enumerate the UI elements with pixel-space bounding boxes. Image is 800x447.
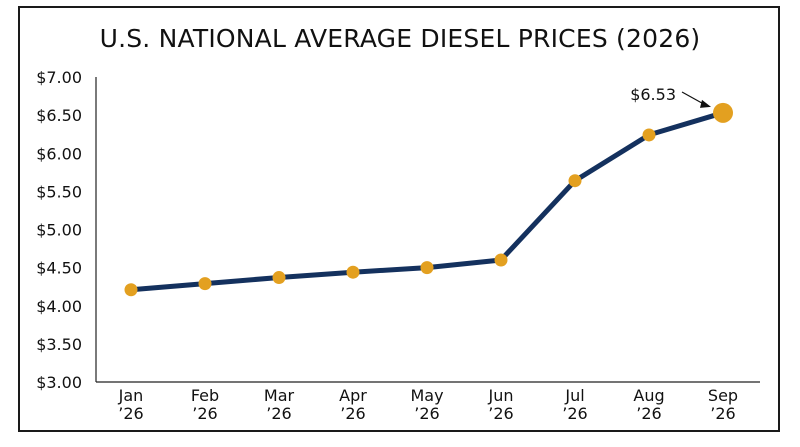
data-point bbox=[272, 271, 286, 285]
annotation-arrowhead bbox=[700, 99, 711, 108]
data-point bbox=[346, 265, 360, 279]
x-axis-ticks: Jan ’26 Feb ’26 Mar ’26 Apr ’26 May ’26 Jun ’26 Jul’… bbox=[118, 386, 738, 423]
x-tick-label: May ’26 bbox=[410, 386, 443, 423]
x-tick-label: Aug ’26 bbox=[633, 386, 664, 423]
series-layer bbox=[124, 102, 733, 297]
x-tick-label: Jul ’26 bbox=[562, 386, 587, 423]
y-tick-label: $4.00 bbox=[36, 297, 82, 316]
chart-axes bbox=[95, 77, 760, 383]
y-tick-label: $6.00 bbox=[36, 144, 82, 163]
y-tick-label: $3.50 bbox=[36, 335, 82, 354]
x-tick-label: Jan ’26 bbox=[118, 386, 144, 423]
annotation-label: $6.53 bbox=[630, 85, 676, 104]
x-tick-label: Mar ’26 bbox=[264, 386, 295, 423]
data-point bbox=[568, 174, 582, 188]
data-point-highlight bbox=[713, 102, 733, 123]
x-tick-label: Apr ’26 bbox=[339, 386, 367, 423]
x-tick-label: Sep ’26 bbox=[708, 386, 738, 423]
x-tick-label: Feb ’26 bbox=[191, 386, 219, 423]
data-point bbox=[420, 261, 434, 275]
y-tick-label: $5.50 bbox=[36, 182, 82, 201]
data-point bbox=[494, 253, 508, 267]
y-tick-label: $5.00 bbox=[36, 221, 82, 240]
x-tick-label: Jun ’26 bbox=[488, 386, 514, 423]
data-point bbox=[642, 128, 656, 142]
y-tick-label: $3.00 bbox=[36, 373, 82, 392]
y-tick-label: $4.50 bbox=[36, 259, 82, 278]
chart-frame bbox=[18, 6, 780, 432]
chart-title: U.S. NATIONAL AVERAGE DIESEL PRICES (202… bbox=[99, 24, 701, 53]
y-axis-ticks: $3.00 $3.50 $4.00 $4.50 $5.00 $5.50 $6.00 $6.50… bbox=[36, 68, 82, 392]
annotation-layer: $6.53 bbox=[630, 85, 711, 108]
data-point bbox=[124, 283, 138, 297]
data-point bbox=[198, 277, 212, 291]
y-tick-label: $7.00 bbox=[36, 68, 82, 87]
y-tick-label: $6.50 bbox=[36, 106, 82, 125]
